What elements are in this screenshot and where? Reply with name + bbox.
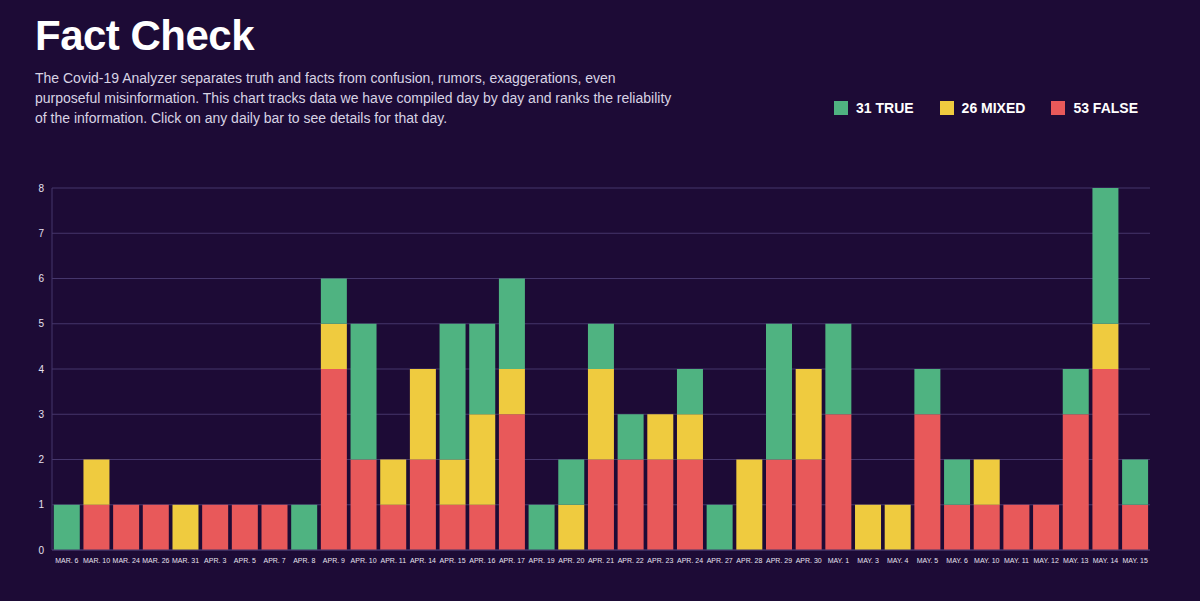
html-text:31 TRUE: 31 TRUE [856, 100, 914, 116]
svg-text:MAY. 10: MAY. 10 [974, 557, 1000, 564]
svg-text:0: 0 [38, 545, 44, 556]
html-text:26 MIXED: 26 MIXED [961, 100, 1026, 116]
svg-text:APR. 15: APR. 15 [440, 557, 466, 564]
svg-text:APR. 16: APR. 16 [469, 557, 495, 564]
svg-text:APR. 8: APR. 8 [293, 557, 315, 564]
svg-text:MAY. 15: MAY. 15 [1122, 557, 1148, 564]
svg-text:5: 5 [38, 318, 44, 329]
svg-text:MAY. 1: MAY. 1 [828, 557, 850, 564]
svg-text:MAR. 6: MAR. 6 [55, 557, 78, 564]
html-text:53 FALSE: 53 FALSE [1073, 100, 1138, 116]
svg-text:APR. 3: APR. 3 [204, 557, 226, 564]
svg-text:APR. 20: APR. 20 [558, 557, 584, 564]
svg-text:APR. 28: APR. 28 [736, 557, 762, 564]
svg-text:MAR. 10: MAR. 10 [83, 557, 110, 564]
svg-text:MAR. 24: MAR. 24 [113, 557, 140, 564]
svg-text:APR. 17: APR. 17 [499, 557, 525, 564]
svg-text:7: 7 [38, 228, 44, 239]
svg-text:APR. 23: APR. 23 [647, 557, 673, 564]
svg-text:MAY. 12: MAY. 12 [1033, 557, 1059, 564]
svg-text:MAY. 3: MAY. 3 [857, 557, 879, 564]
svg-text:MAY. 11: MAY. 11 [1004, 557, 1029, 564]
svg-text:2: 2 [38, 454, 44, 465]
svg-text:APR. 9: APR. 9 [323, 557, 345, 564]
svg-text:APR. 30: APR. 30 [796, 557, 822, 564]
svg-text:MAY. 14: MAY. 14 [1093, 557, 1119, 564]
svg-text:1: 1 [38, 499, 44, 510]
html-text:The Covid-19 Analyzer separate: The Covid-19 Analyzer separates truth an… [35, 70, 672, 126]
svg-text:3: 3 [38, 409, 44, 420]
svg-text:MAY. 5: MAY. 5 [917, 557, 939, 564]
html-text:Fact Check: Fact Check [35, 12, 255, 59]
svg-text:APR. 5: APR. 5 [234, 557, 256, 564]
svg-text:MAY. 13: MAY. 13 [1063, 557, 1089, 564]
svg-text:APR. 21: APR. 21 [588, 557, 614, 564]
svg-text:APR. 11: APR. 11 [380, 557, 406, 564]
svg-text:APR. 19: APR. 19 [529, 557, 555, 564]
svg-text:8: 8 [38, 183, 44, 194]
svg-text:APR. 24: APR. 24 [677, 557, 703, 564]
svg-text:6: 6 [38, 273, 44, 284]
svg-text:APR. 27: APR. 27 [707, 557, 733, 564]
svg-text:APR. 7: APR. 7 [263, 557, 285, 564]
svg-text:MAY. 4: MAY. 4 [887, 557, 909, 564]
svg-text:MAR. 31: MAR. 31 [172, 557, 199, 564]
svg-text:APR. 10: APR. 10 [351, 557, 377, 564]
svg-text:APR. 29: APR. 29 [766, 557, 792, 564]
svg-text:MAR. 26: MAR. 26 [142, 557, 169, 564]
svg-text:MAY. 6: MAY. 6 [946, 557, 968, 564]
svg-text:APR. 14: APR. 14 [410, 557, 436, 564]
svg-text:APR. 22: APR. 22 [618, 557, 644, 564]
svg-text:4: 4 [38, 364, 44, 375]
